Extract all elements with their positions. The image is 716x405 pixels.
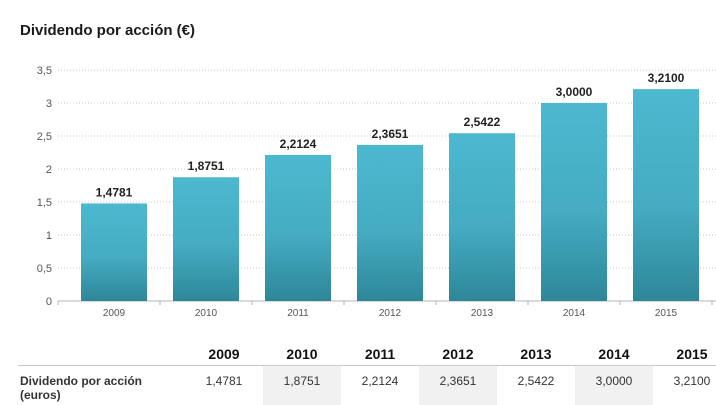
- table-column-header: 2015: [676, 346, 708, 362]
- chart-title: Dividendo por acción (€): [20, 22, 196, 39]
- y-tick-label: 2: [46, 164, 52, 176]
- table-cell-background: [575, 366, 653, 405]
- y-tick-label: 0: [46, 296, 52, 308]
- table-row-label: Dividendo por acción (euros): [20, 374, 143, 402]
- table-cell: 1,4781: [205, 374, 243, 388]
- table-cell-background: [263, 366, 341, 405]
- y-tick-label: 3: [46, 98, 52, 110]
- table-column-header: 2010: [286, 346, 318, 362]
- y-tick-label: 3,5: [37, 65, 52, 77]
- table-divider: [18, 365, 716, 366]
- bar-2014: [541, 103, 607, 301]
- data-label: 2,3651: [372, 127, 409, 141]
- bars: [81, 89, 699, 301]
- table-cell: 2,3651: [439, 374, 477, 388]
- bar-2013: [449, 133, 515, 301]
- table-column-header: 2012: [442, 346, 474, 362]
- table-cell: 2,5422: [517, 374, 555, 388]
- x-tick-label: 2010: [195, 308, 218, 319]
- data-label: 3,0000: [556, 85, 593, 99]
- bar-2015: [633, 89, 699, 301]
- table-cell: 3,2100: [673, 374, 711, 388]
- x-tick-label: 2013: [471, 308, 494, 319]
- table-cell: 1,8751: [283, 374, 321, 388]
- data-label: 3,2100: [648, 71, 685, 85]
- data-label: 1,8751: [188, 159, 225, 173]
- x-tick-label: 2011: [287, 308, 309, 319]
- x-tick-label: 2014: [563, 308, 586, 319]
- data-labels: 1,4781 1,8751 2,2124 2,3651 2,5422 3,0000 3,21…: [96, 71, 685, 199]
- table-cell-background: [419, 366, 497, 405]
- table-column-header: 2014: [598, 346, 630, 362]
- bar-2011: [265, 154, 331, 301]
- x-tick-label: 2009: [103, 308, 126, 319]
- data-label: 2,5422: [464, 115, 501, 129]
- table-cell: 2,2124: [361, 374, 399, 388]
- x-tick-label: 2012: [379, 308, 402, 319]
- table-column-header: 2013: [520, 346, 552, 362]
- y-tick-label: 2,5: [37, 131, 52, 143]
- data-label: 1,4781: [96, 185, 133, 199]
- dividend-table: 2009 2010 2011 2012 2013 2014 2015 Dividendo p…: [0, 338, 716, 405]
- table-cell: 3,0000: [595, 374, 633, 388]
- y-tick-label: 0,5: [37, 263, 52, 275]
- x-axis: 2009 2010 2011 2012 2013 2014 2015: [57, 301, 713, 319]
- dividend-bar-chart: 0 0,5 1 1,5 2 2,5 3 3,5 1,4781 1,8751 2,2124 2,365…: [37, 65, 716, 319]
- table-column-header: 2009: [208, 346, 240, 362]
- bar-2012: [357, 144, 423, 301]
- table-column-header: 2011: [364, 346, 396, 362]
- x-tick-label: 2015: [655, 308, 678, 319]
- y-tick-label: 1: [46, 230, 52, 242]
- y-tick-label: 1,5: [37, 197, 52, 209]
- bar-2009: [81, 203, 147, 301]
- data-label: 2,2124: [280, 137, 317, 151]
- bar-2010: [173, 177, 239, 301]
